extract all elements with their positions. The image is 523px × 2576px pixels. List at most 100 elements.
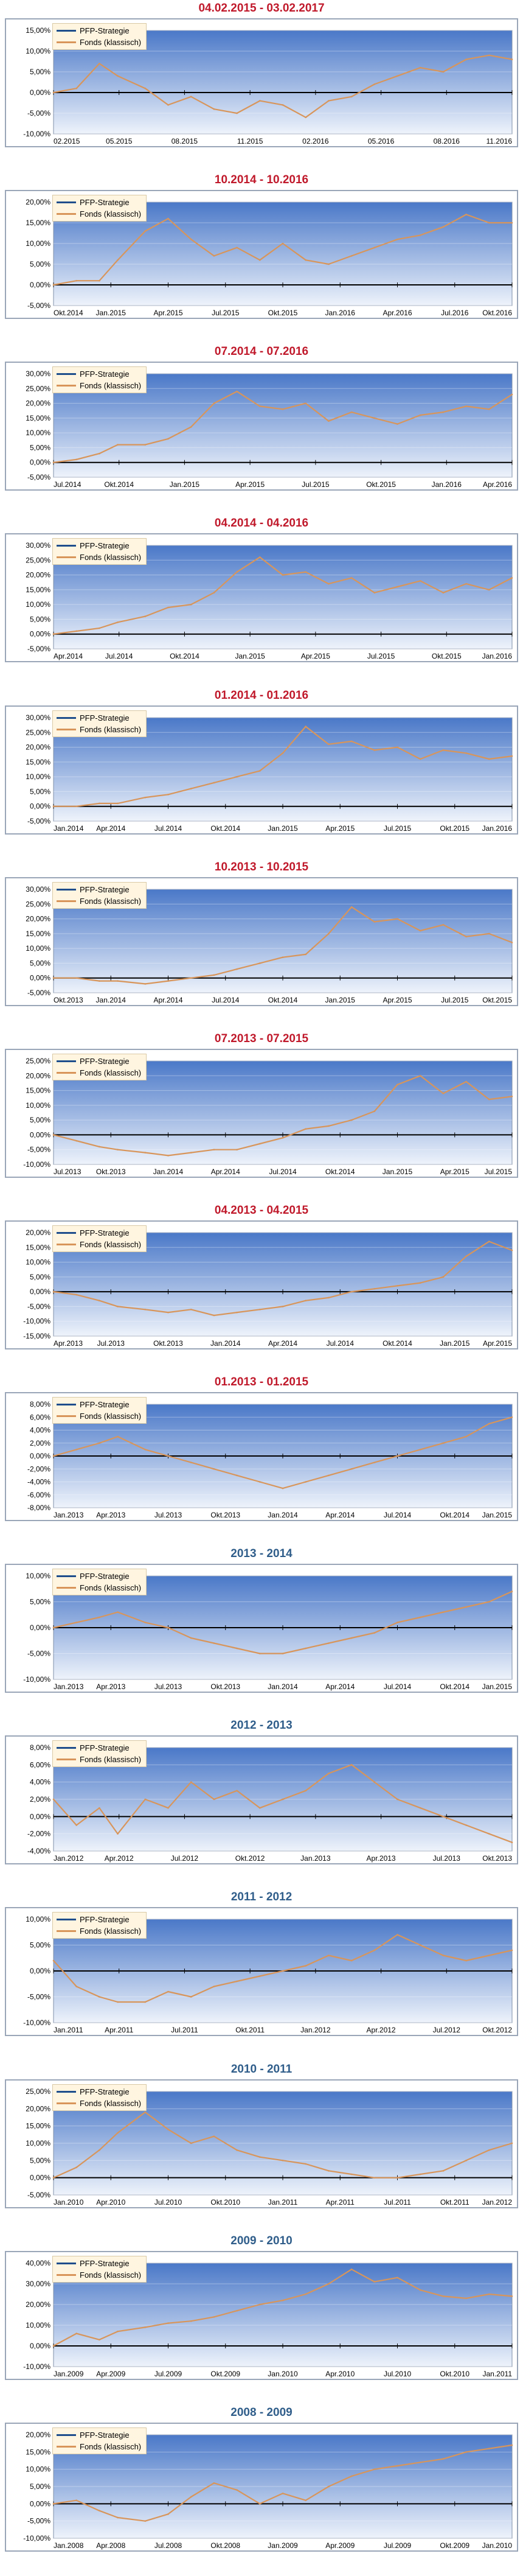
legend-swatch-strategy: [57, 1232, 76, 1234]
legend-entry-strategy: PFP-Strategie: [57, 712, 141, 724]
series-point: [117, 2330, 119, 2333]
legend-swatch-fund: [57, 2274, 76, 2276]
series-point: [465, 936, 467, 938]
series-point: [442, 1442, 445, 1444]
x-tick-label: Apr.2012: [105, 1854, 134, 1863]
x-tick-label: Okt.2015: [432, 652, 462, 660]
series-point: [99, 1616, 100, 1619]
x-tick-label: Apr.2014: [268, 1339, 297, 1348]
series-point: [282, 956, 284, 959]
series-point: [419, 579, 421, 582]
legend-label-strategy: PFP-Strategie: [80, 1400, 130, 1409]
x-tick-label: Okt.2013: [54, 996, 83, 1004]
y-tick-label: -5,00%: [27, 301, 50, 310]
y-tick-label: 10,00%: [26, 1101, 50, 1110]
x-tick-label: Jul.2014: [105, 652, 133, 660]
legend-label-strategy: PFP-Strategie: [80, 2087, 130, 2096]
series-point: [488, 1241, 490, 1242]
x-tick-label: Jan.2015: [325, 996, 356, 1004]
series-point: [75, 1986, 77, 1987]
series-point: [259, 259, 261, 261]
y-tick-label: 2,00%: [30, 1439, 50, 1447]
legend-entry-fund: Fonds (klassisch): [57, 1239, 141, 1250]
series-point: [488, 1601, 490, 1603]
series-point: [373, 2281, 376, 2283]
chart-title: 2013 - 2014: [230, 1547, 293, 1560]
series-point: [305, 2499, 307, 2501]
x-tick-label: Okt.2009: [440, 2541, 469, 2550]
series-point: [305, 402, 307, 404]
series-point: [465, 1606, 467, 1608]
legend-swatch-strategy: [57, 1404, 76, 1405]
y-tick-label: -5,00%: [27, 109, 50, 117]
series-point: [259, 1143, 261, 1145]
series-point: [373, 1110, 376, 1112]
series-point: [52, 1290, 55, 1293]
legend-label-strategy: PFP-Strategie: [80, 1915, 130, 1924]
series-point: [350, 2268, 353, 2270]
series-point: [167, 2129, 169, 2130]
series-point: [213, 2316, 215, 2318]
x-tick-label: Okt.2014: [383, 1339, 412, 1348]
series-point: [99, 2510, 100, 2511]
series-point: [282, 242, 284, 245]
chart-title: 2008 - 2009: [230, 2406, 293, 2419]
series-point: [213, 1468, 215, 1470]
series-point: [350, 906, 353, 908]
series-point: [190, 2142, 192, 2144]
x-tick-label: Okt.2015: [268, 309, 298, 317]
series-point: [117, 444, 119, 446]
y-tick-label: 2,00%: [30, 1795, 50, 1804]
y-tick-label: 10,00%: [26, 429, 50, 437]
y-tick-label: -15,00%: [23, 1332, 50, 1340]
series-point: [167, 438, 169, 440]
series-point: [117, 2132, 119, 2134]
y-tick-label: -5,00%: [27, 2517, 50, 2525]
series-point: [213, 2482, 215, 2484]
legend-entry-strategy: PFP-Strategie: [57, 1742, 141, 1754]
y-tick-label: 0,00%: [30, 1287, 50, 1296]
x-tick-label: Apr.2015: [440, 1167, 469, 1176]
x-tick-label: Apr.2012: [367, 2026, 396, 2034]
legend-swatch-strategy: [57, 1747, 76, 1749]
x-tick-label: Jan.2013: [54, 1682, 84, 1691]
y-tick-label: 0,00%: [30, 1967, 50, 1975]
y-tick-label: -5,00%: [27, 473, 50, 481]
y-tick-label: 15,00%: [26, 586, 50, 594]
series-point: [213, 1798, 215, 1801]
series-point: [75, 1622, 77, 1623]
y-tick-label: -10,00%: [23, 1160, 50, 1169]
y-tick-label: 10,00%: [26, 2321, 50, 2329]
chart-panel: 30,00% 25,00% 20,00% 15,00% 10,00% 5,00% 0,00%…: [5, 533, 518, 662]
series-point: [442, 592, 445, 594]
y-tick-label: 10,00%: [26, 47, 50, 55]
series-point: [75, 630, 77, 632]
series-point: [99, 1807, 100, 1809]
x-tick-label: Jul.2013: [154, 1511, 182, 1519]
series-point: [305, 1790, 307, 1792]
series-point: [167, 104, 169, 106]
y-tick-label: 15,00%: [26, 2122, 50, 2130]
chart-svg: 15,00% 10,00% 5,00% 0,00% -5,00% -10,00% 02.20…: [23, 26, 513, 145]
series-point: [259, 100, 261, 102]
legend-label-fund: Fonds (klassisch): [80, 1240, 142, 1249]
series-point: [419, 234, 421, 236]
legend-entry-fund: Fonds (klassisch): [57, 2441, 141, 2452]
series-point: [167, 1807, 169, 1809]
series-point: [190, 603, 192, 606]
series-point: [75, 1293, 77, 1296]
series-point: [511, 1095, 513, 1097]
series-point: [259, 405, 261, 407]
series-point: [190, 2496, 192, 2498]
y-tick-label: 30,00%: [26, 541, 50, 550]
legend-swatch-strategy: [57, 2263, 76, 2264]
y-tick-label: 25,00%: [26, 2087, 50, 2096]
series-point: [328, 100, 330, 102]
series-point: [511, 1249, 513, 1251]
chart-title: 2011 - 2012: [230, 1891, 293, 1903]
legend-swatch-fund: [57, 385, 76, 387]
series-point: [167, 1626, 169, 1629]
y-tick-label: 10,00%: [26, 1915, 50, 1923]
legend: PFP-Strategie Fonds (klassisch): [52, 2084, 147, 2111]
legend-entry-strategy: PFP-Strategie: [57, 2429, 141, 2441]
